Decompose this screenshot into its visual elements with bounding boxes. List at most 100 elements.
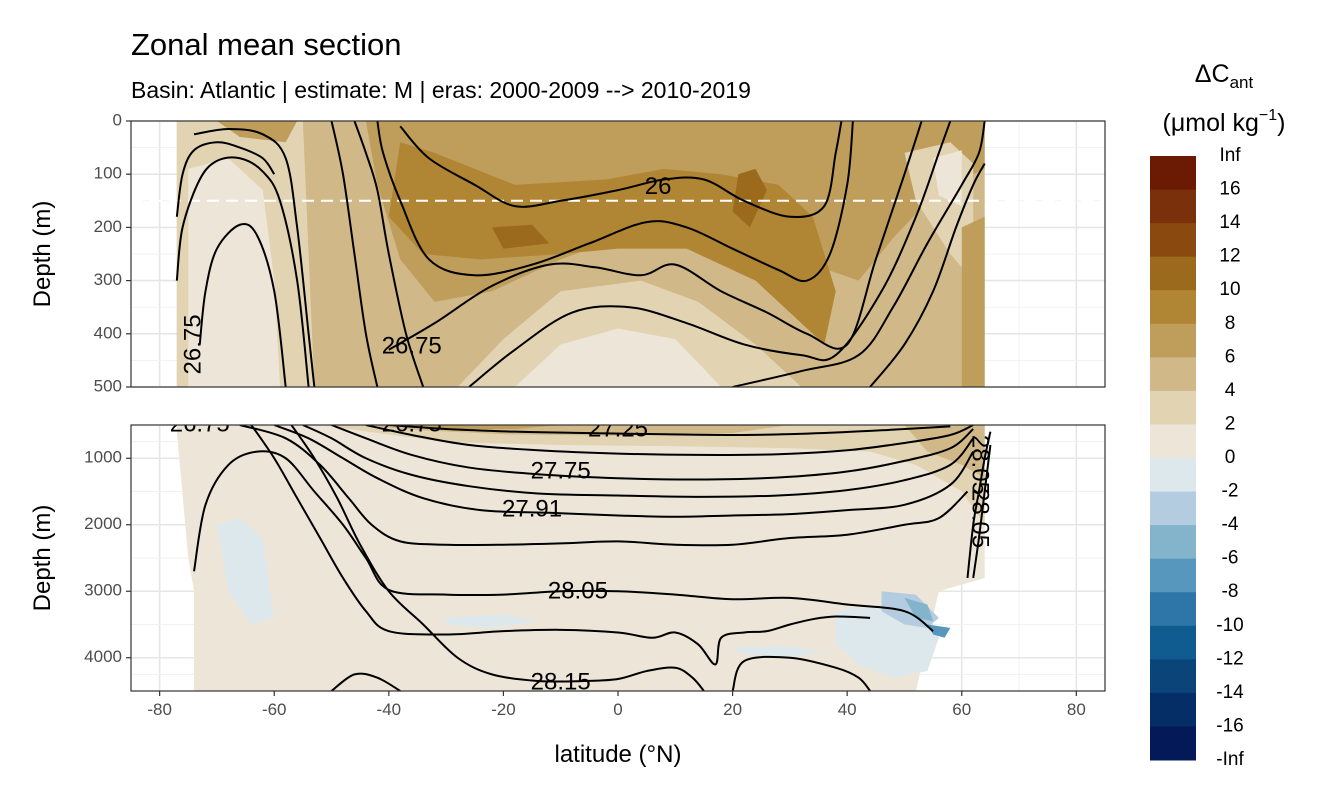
colorbar-label: 14 (1219, 212, 1241, 233)
contour-label: 26 (645, 173, 672, 200)
x-tick-label: 20 (723, 700, 742, 719)
upper-panel-contours (175, 121, 986, 387)
colorbar-label: 0 (1225, 447, 1236, 468)
colorbar-label: -4 (1222, 514, 1239, 535)
colorbar-label: 10 (1219, 279, 1240, 300)
density-contour-line (331, 425, 974, 481)
density-contour-line (175, 141, 276, 217)
colorbar-swatch (1150, 558, 1196, 593)
colorbar-label: 2 (1225, 413, 1236, 434)
colorbar-swatch (1150, 592, 1196, 627)
lower-panel: 27.25 27.75 27.91 28.05 28.15 26.75 26.75 28.05… (84, 410, 1106, 695)
contour-label: 27.75 (531, 458, 591, 485)
anomaly-fill-region (732, 645, 825, 658)
colorbar-swatch (1150, 323, 1196, 358)
y-tick-label: 3000 (84, 581, 122, 600)
colorbar-swatch (1150, 625, 1196, 660)
x-axis-ticks: -80 -60 -40 -20 0 20 40 60 80 (147, 691, 1086, 719)
anomaly-fill-region (732, 168, 767, 228)
colorbar-legend: ΔCant (μmol kg−1) Inf 16 14 12 10 8 6 4 2 0 -2 -4 -6… (1150, 60, 1285, 770)
density-contour-line (239, 425, 969, 547)
y-tick-label: 2000 (84, 514, 122, 533)
colorbar-swatch (1150, 156, 1196, 191)
upper-panel-y-ticks: 0 100 200 300 400 500 (94, 110, 131, 395)
density-contour-line (972, 444, 992, 579)
colorbar-label: -10 (1216, 615, 1243, 636)
contour-label: 26.75 (382, 332, 442, 359)
contour-label: 26.75 (170, 410, 230, 437)
x-tick-label: -40 (377, 700, 402, 719)
colorbar-label: 6 (1225, 346, 1236, 367)
contour-label: 27.25 (588, 416, 648, 443)
colorbar-swatch (1150, 223, 1196, 258)
colorbar-swatch (1150, 726, 1196, 761)
x-tick-label: 80 (1067, 700, 1086, 719)
density-contour-line (388, 425, 951, 437)
contour-label: 28.05 (967, 435, 994, 495)
x-tick-label: -80 (147, 700, 172, 719)
x-axis-title: latitude (°N) (555, 741, 682, 768)
colorbar-swatch (1150, 357, 1196, 392)
anomaly-fill-region (176, 425, 985, 691)
colorbar-label: -8 (1222, 581, 1239, 602)
anomaly-fill-region (216, 518, 275, 625)
colorbar-label: Inf (1219, 145, 1241, 166)
anomaly-fill-region (904, 597, 934, 622)
colorbar-label: -2 (1222, 481, 1239, 502)
colorbar-label: 4 (1225, 380, 1236, 401)
density-contour-line (869, 163, 986, 387)
x-tick-label: -20 (491, 700, 516, 719)
anomaly-fill-region (188, 158, 280, 387)
density-contour-line (330, 672, 401, 691)
y-tick-label: 0 (113, 110, 122, 129)
density-contour-line (273, 425, 975, 518)
lower-panel-contours (193, 425, 992, 691)
y-axis-title-lower: Depth (m) (29, 505, 56, 612)
density-contour-line (468, 121, 952, 387)
anomaly-fill-region (961, 216, 985, 387)
x-tick-label: 60 (952, 700, 971, 719)
y-tick-label: 300 (94, 270, 122, 289)
colorbar-swatch (1150, 390, 1196, 425)
chart-title: Zonal mean section (131, 27, 402, 62)
anomaly-fill-region (933, 150, 962, 207)
colorbar-labels: Inf 16 14 12 10 8 6 4 2 0 -2 -4 -6 -8 -10 -12 -14 -16 -Inf (1216, 145, 1244, 770)
anomaly-fill-region (491, 224, 550, 249)
colorbar-label: -16 (1216, 715, 1243, 736)
density-contour-line (388, 121, 923, 351)
chart-subtitle: Basin: Atlantic | estimate: M | eras: 20… (131, 77, 751, 103)
y-tick-label: 400 (94, 323, 122, 342)
y-tick-label: 100 (94, 164, 122, 183)
x-tick-label: 40 (838, 700, 857, 719)
contour-label: 27.91 (502, 495, 562, 522)
density-contour-line (353, 121, 425, 387)
x-tick-label: 0 (613, 700, 622, 719)
upper-panel-fills (176, 121, 985, 387)
colorbar-swatch (1150, 692, 1196, 727)
colorbar-label: 12 (1219, 246, 1240, 267)
anomaly-fill-region (446, 614, 538, 628)
contour-label: 28.05 (967, 488, 994, 548)
colorbar-label: -6 (1222, 548, 1239, 569)
density-contour-line (290, 425, 705, 691)
lower-panel-y-ticks: 1000 2000 3000 4000 (84, 448, 131, 666)
colorbar-swatch (1150, 458, 1196, 493)
y-tick-label: 200 (94, 217, 122, 236)
density-contour-line (175, 156, 310, 387)
density-contour-line (302, 425, 975, 498)
y-tick-label: 500 (94, 376, 122, 395)
colorbar-label: -14 (1216, 682, 1244, 703)
density-contour-line (399, 121, 843, 218)
contour-label: 28.15 (531, 668, 591, 695)
contour-label: 26.75 (179, 314, 206, 374)
y-tick-label: 1000 (84, 448, 122, 467)
colorbar-swatch (1150, 189, 1196, 224)
density-contour-line (193, 450, 934, 632)
upper-panel-border (130, 120, 1106, 388)
colorbar-label: -Inf (1216, 749, 1244, 770)
anomaly-fill-region (176, 425, 985, 525)
density-contour-line (330, 121, 379, 387)
contour-label: 28.05 (548, 577, 608, 604)
upper-panel-contour-labels: 26 26.75 26.75 (179, 173, 671, 375)
